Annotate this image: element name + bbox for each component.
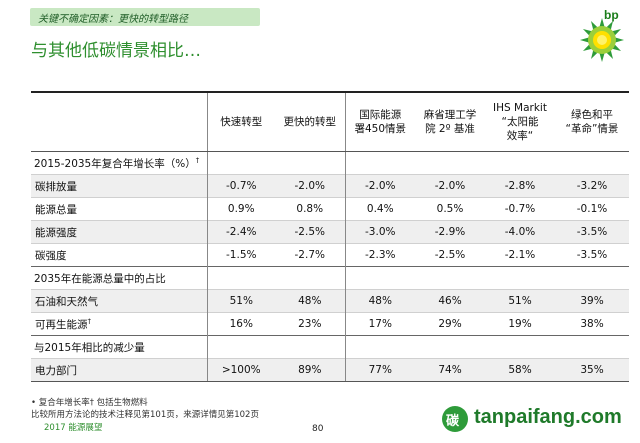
table-cell: 35% bbox=[555, 358, 629, 382]
table-cell: -2.0% bbox=[344, 174, 415, 198]
header-ihs-markit: IHS Markit “太阳能 效率“ bbox=[485, 91, 555, 152]
table-cell: -2.5% bbox=[275, 220, 345, 244]
row-label: 能源强度 bbox=[31, 220, 207, 244]
header-mit-2deg: 麻省理工学院 2º 基准 bbox=[415, 91, 485, 152]
table-cell: -0.1% bbox=[555, 197, 629, 221]
table-cell: 48% bbox=[275, 289, 345, 313]
page-number: 80 bbox=[312, 424, 324, 434]
header-greenpeace: 绿色和平 “革命”情景 bbox=[555, 91, 629, 152]
table-cell: -1.5% bbox=[206, 243, 275, 267]
row-label: 碳强度 bbox=[31, 243, 207, 267]
page-title: 与其他低碳情景相比… bbox=[31, 41, 201, 61]
section-header-row: 2035年在能源总量中的占比 bbox=[31, 266, 629, 290]
table-cell: 23% bbox=[275, 312, 345, 336]
section-banner: 关键不确定因素：更快的转型路径 bbox=[30, 8, 260, 26]
table-cell: 89% bbox=[275, 358, 345, 382]
table-cell: -3.5% bbox=[555, 220, 629, 244]
table-cell: -2.8% bbox=[485, 174, 555, 198]
watermark-text: tanpaifang.com bbox=[474, 406, 622, 428]
table-row: 能源强度 -2.4% -2.5% -3.0% -2.9% -4.0% -3.5% bbox=[31, 220, 629, 244]
table-cell: -2.5% bbox=[415, 243, 485, 267]
table-cell: -0.7% bbox=[485, 197, 555, 221]
table-cell: 17% bbox=[344, 312, 415, 336]
table-row: 石油和天然气 51% 48% 48% 46% 51% 39% bbox=[31, 289, 629, 313]
table-cell: 48% bbox=[344, 289, 415, 313]
section-header-row: 与2015年相比的减少量 bbox=[31, 335, 629, 359]
table-row: 电力部门 >100% 89% 77% 74% 58% 35% bbox=[31, 358, 629, 382]
row-label: 碳排放量 bbox=[31, 174, 207, 198]
table-cell: 0.4% bbox=[344, 197, 415, 221]
table-cell: -3.2% bbox=[555, 174, 629, 198]
table-cell: -0.7% bbox=[206, 174, 275, 198]
table-cell: 16% bbox=[206, 312, 275, 336]
footnote-cagr: • 复合年增长率† 包括生物燃料 bbox=[31, 398, 148, 408]
table-row: 碳排放量 -0.7% -2.0% -2.0% -2.0% -2.8% -3.2% bbox=[31, 174, 629, 198]
table-cell: 0.9% bbox=[206, 197, 275, 221]
watermark: 碳 tanpaifang.com bbox=[442, 404, 632, 438]
section-header-row: 2015-2035年复合年增长率（%）† bbox=[31, 151, 629, 175]
table-cell: 77% bbox=[344, 358, 415, 382]
section-label: 2015-2035年复合年增长率（%）† bbox=[31, 151, 207, 175]
table-cell: -3.5% bbox=[555, 243, 629, 267]
bp-helios-icon bbox=[580, 18, 624, 62]
table-cell: -2.4% bbox=[206, 220, 275, 244]
row-label: 电力部门 bbox=[31, 358, 207, 382]
bp-logo-text: bp bbox=[604, 8, 619, 22]
table-row: 碳强度 -1.5% -2.7% -2.3% -2.5% -2.1% -3.5% bbox=[31, 243, 629, 267]
table-cell: 0.8% bbox=[275, 197, 345, 221]
table-cell: -2.0% bbox=[415, 174, 485, 198]
footnote-methodology: 比较所用方法论的技术注释见第101页，来源详情见第102页 bbox=[31, 410, 259, 420]
table-cell: -2.0% bbox=[275, 174, 345, 198]
watermark-leaf-icon: 碳 bbox=[442, 406, 468, 432]
table-cell: -2.7% bbox=[275, 243, 345, 267]
section-label: 2035年在能源总量中的占比 bbox=[31, 266, 207, 290]
table-cell: >100% bbox=[206, 358, 275, 382]
row-label: 可再生能源† bbox=[31, 312, 207, 336]
header-even-faster-transition: 更快的转型 bbox=[275, 91, 345, 152]
header-iea-450: 国际能源 署450情景 bbox=[344, 91, 415, 152]
table-cell: 74% bbox=[415, 358, 485, 382]
table-cell: -2.1% bbox=[485, 243, 555, 267]
table-cell: 51% bbox=[485, 289, 555, 313]
bp-logo: bp bbox=[580, 8, 628, 64]
table-cell: 38% bbox=[555, 312, 629, 336]
table-cell: -2.3% bbox=[344, 243, 415, 267]
table-row: 能源总量 0.9% 0.8% 0.4% 0.5% -0.7% -0.1% bbox=[31, 197, 629, 221]
table-cell: 39% bbox=[555, 289, 629, 313]
table-row: 可再生能源† 16% 23% 17% 29% 19% 38% bbox=[31, 312, 629, 336]
table-cell: 19% bbox=[485, 312, 555, 336]
table-cell: 58% bbox=[485, 358, 555, 382]
table-cell: 0.5% bbox=[415, 197, 485, 221]
footer-report-name: 2017 能源展望 bbox=[44, 423, 103, 433]
table-cell: 51% bbox=[206, 289, 275, 313]
scenario-comparison-table: 快速转型 更快的转型 国际能源 署450情景 麻省理工学院 2º 基准 IHS M… bbox=[31, 91, 629, 382]
table-cell: -3.0% bbox=[344, 220, 415, 244]
section-label: 与2015年相比的减少量 bbox=[31, 335, 207, 359]
header-rapid-transition: 快速转型 bbox=[206, 91, 275, 152]
header-empty-cell bbox=[31, 91, 207, 152]
row-label: 石油和天然气 bbox=[31, 289, 207, 313]
table-cell: -2.9% bbox=[415, 220, 485, 244]
table-header-row: 快速转型 更快的转型 国际能源 署450情景 麻省理工学院 2º 基准 IHS M… bbox=[31, 91, 629, 152]
banner-text: 关键不确定因素：更快的转型路径 bbox=[38, 14, 188, 25]
row-label: 能源总量 bbox=[31, 197, 207, 221]
table-cell: -4.0% bbox=[485, 220, 555, 244]
table-cell: 46% bbox=[415, 289, 485, 313]
table-cell: 29% bbox=[415, 312, 485, 336]
